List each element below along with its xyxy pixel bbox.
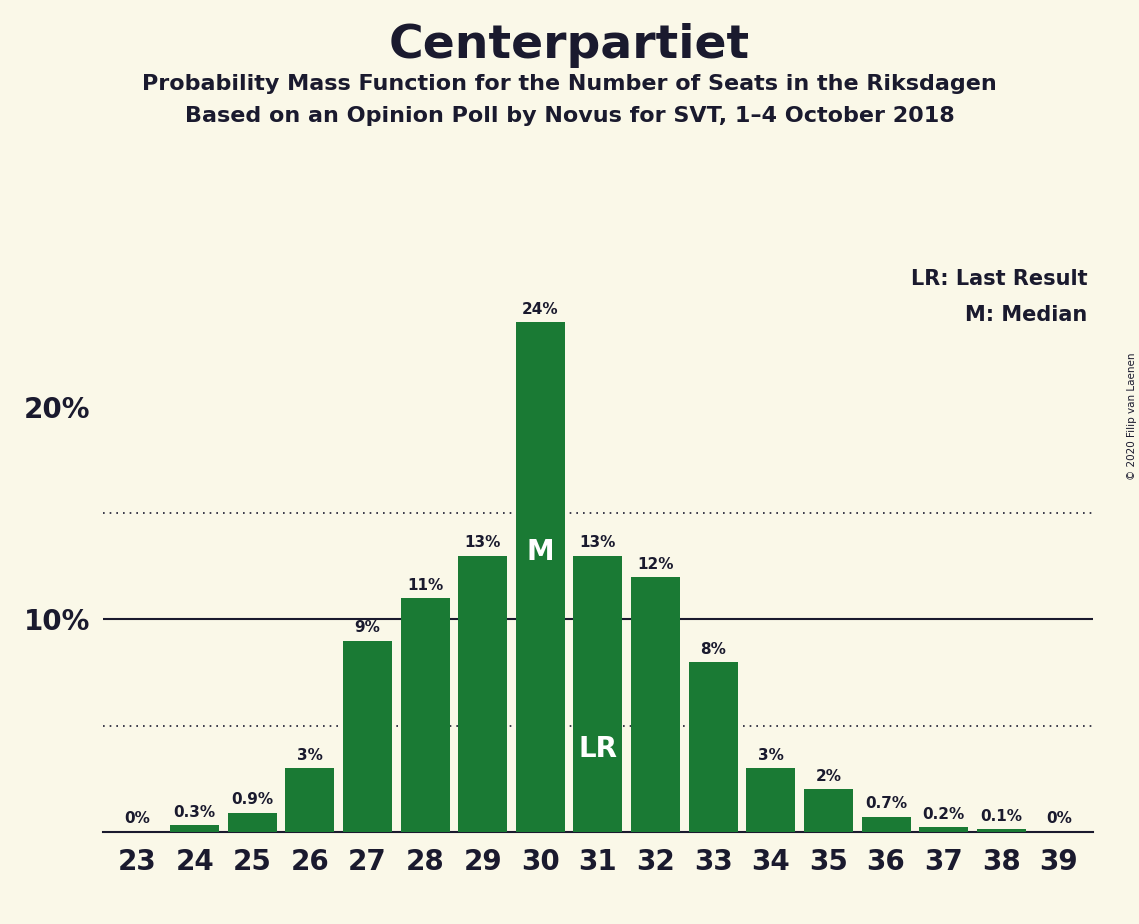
Bar <box>343 640 392 832</box>
Text: 0%: 0% <box>1046 811 1072 826</box>
Bar <box>516 322 565 832</box>
Text: 0.7%: 0.7% <box>865 796 907 811</box>
Bar <box>286 768 335 832</box>
Text: 0.9%: 0.9% <box>231 792 273 808</box>
Text: 13%: 13% <box>465 536 501 551</box>
Text: Probability Mass Function for the Number of Seats in the Riksdagen: Probability Mass Function for the Number… <box>142 74 997 94</box>
Bar <box>170 825 219 832</box>
Bar <box>919 827 968 832</box>
Text: 8%: 8% <box>700 641 727 657</box>
Bar <box>631 577 680 832</box>
Bar <box>977 830 1026 832</box>
Text: 24%: 24% <box>522 302 558 317</box>
Bar <box>401 598 450 832</box>
Bar <box>228 812 277 832</box>
Text: 12%: 12% <box>638 556 674 572</box>
Text: 9%: 9% <box>354 620 380 636</box>
Text: 0.2%: 0.2% <box>923 807 965 822</box>
Bar <box>861 817 910 832</box>
Text: Centerpartiet: Centerpartiet <box>388 23 751 68</box>
Bar <box>746 768 795 832</box>
Text: M: Median: M: Median <box>966 306 1088 325</box>
Text: 0%: 0% <box>124 811 150 826</box>
Text: 3%: 3% <box>297 748 322 762</box>
Bar <box>804 789 853 832</box>
Text: Based on an Opinion Poll by Novus for SVT, 1–4 October 2018: Based on an Opinion Poll by Novus for SV… <box>185 106 954 127</box>
Text: 0.3%: 0.3% <box>173 805 215 820</box>
Bar <box>574 555 622 832</box>
Text: 13%: 13% <box>580 536 616 551</box>
Text: LR: LR <box>579 735 617 763</box>
Text: 0.1%: 0.1% <box>981 809 1023 824</box>
Text: 11%: 11% <box>407 578 443 593</box>
Bar <box>689 662 738 832</box>
Bar <box>458 555 507 832</box>
Text: 2%: 2% <box>816 769 842 784</box>
Text: LR: Last Result: LR: Last Result <box>911 269 1088 289</box>
Text: © 2020 Filip van Laenen: © 2020 Filip van Laenen <box>1126 352 1137 480</box>
Text: M: M <box>526 538 555 565</box>
Text: 3%: 3% <box>757 748 784 762</box>
